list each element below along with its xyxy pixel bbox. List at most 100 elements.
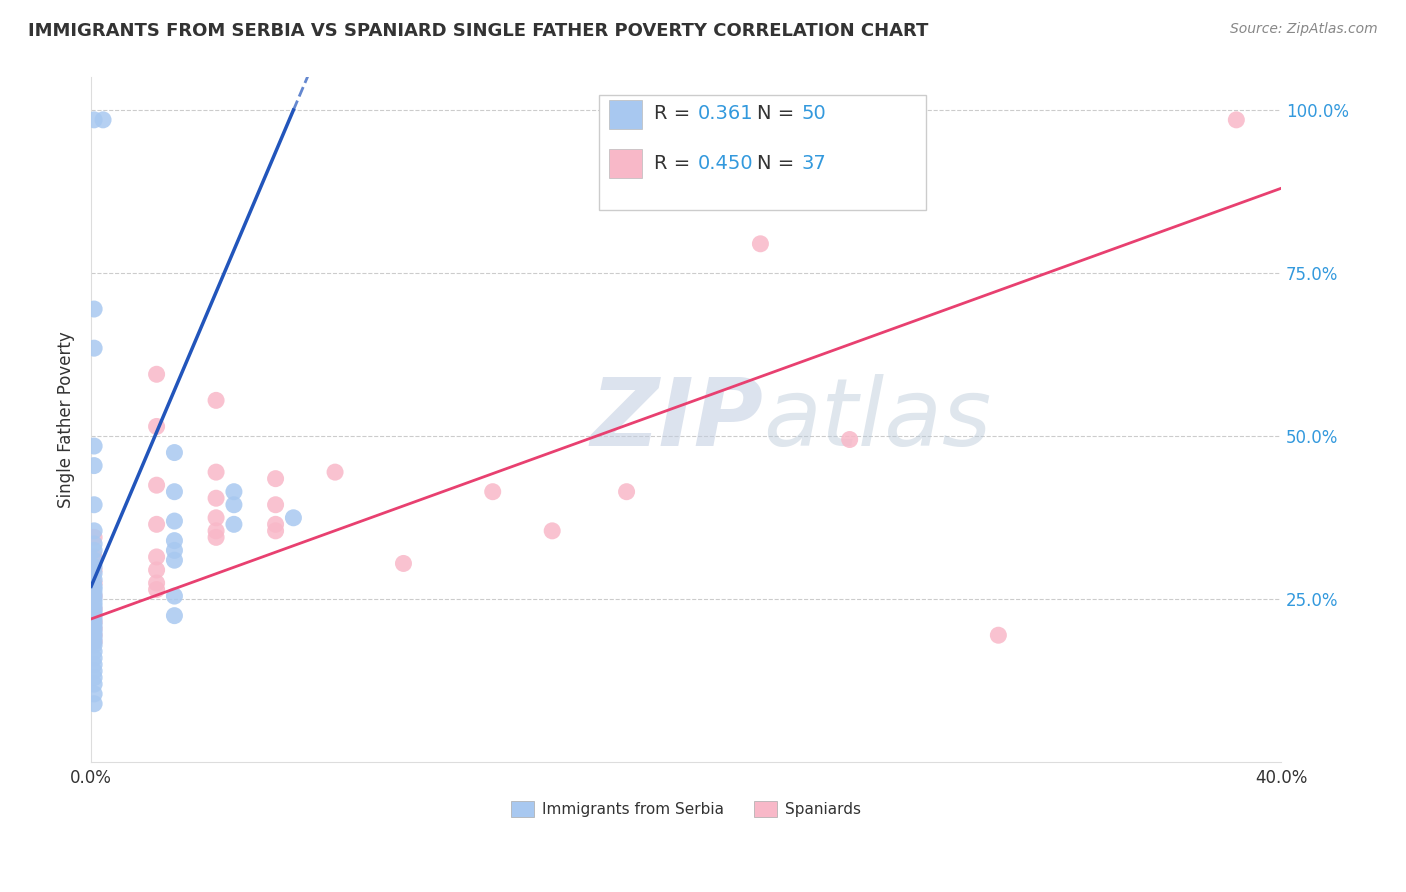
Point	[145, 478, 167, 492]
Point	[163, 553, 186, 567]
Text: 50: 50	[801, 104, 827, 123]
Point	[145, 517, 167, 532]
Text: Source: ZipAtlas.com: Source: ZipAtlas.com	[1230, 22, 1378, 37]
Point	[205, 465, 228, 479]
Point	[83, 603, 105, 617]
Point	[83, 657, 105, 672]
Point	[616, 484, 638, 499]
Point	[83, 530, 105, 544]
Text: 37: 37	[801, 153, 827, 172]
Point	[83, 591, 105, 605]
Point	[83, 563, 105, 577]
Point	[1225, 112, 1247, 127]
Point	[392, 557, 415, 571]
Point	[83, 498, 105, 512]
Point	[749, 236, 772, 251]
Point	[83, 549, 105, 564]
Point	[83, 599, 105, 613]
Text: atlas: atlas	[763, 375, 991, 466]
Point	[163, 589, 186, 603]
Text: N =: N =	[758, 153, 801, 172]
Point	[83, 587, 105, 601]
Point	[205, 491, 228, 506]
Y-axis label: Single Father Poverty: Single Father Poverty	[58, 332, 75, 508]
Point	[83, 615, 105, 630]
Point	[145, 368, 167, 382]
Point	[83, 618, 105, 632]
Point	[264, 524, 287, 538]
Point	[83, 341, 105, 355]
Point	[83, 112, 105, 127]
Point	[83, 553, 105, 567]
Text: N =: N =	[758, 104, 801, 123]
Point	[163, 484, 186, 499]
Point	[83, 573, 105, 587]
Point	[264, 498, 287, 512]
Point	[83, 622, 105, 636]
Point	[205, 524, 228, 538]
Point	[83, 651, 105, 665]
Point	[145, 582, 167, 597]
Point	[83, 687, 105, 701]
Point	[83, 634, 105, 648]
Point	[83, 610, 105, 624]
Point	[83, 697, 105, 711]
Point	[323, 465, 346, 479]
Point	[83, 644, 105, 658]
Point	[264, 472, 287, 486]
Point	[83, 602, 105, 616]
Point	[145, 549, 167, 564]
Point	[283, 510, 305, 524]
Point	[83, 630, 105, 644]
Point	[163, 608, 186, 623]
Point	[83, 626, 105, 640]
Point	[83, 671, 105, 685]
Point	[838, 433, 860, 447]
Point	[481, 484, 503, 499]
Point	[145, 419, 167, 434]
Point	[222, 484, 245, 499]
Point	[163, 543, 186, 558]
Point	[987, 628, 1010, 642]
Text: 0.361: 0.361	[697, 104, 754, 123]
Point	[83, 628, 105, 642]
Point	[264, 517, 287, 532]
Point	[83, 579, 105, 593]
Point	[83, 595, 105, 609]
Point	[205, 510, 228, 524]
Point	[83, 537, 105, 551]
Point	[83, 559, 105, 574]
Point	[222, 517, 245, 532]
Text: R =: R =	[654, 104, 696, 123]
Point	[205, 530, 228, 544]
Text: 0.450: 0.450	[697, 153, 754, 172]
Text: ZIP: ZIP	[591, 374, 763, 466]
Point	[83, 301, 105, 316]
Legend: Immigrants from Serbia, Spaniards: Immigrants from Serbia, Spaniards	[505, 795, 868, 823]
Point	[83, 664, 105, 678]
Point	[205, 393, 228, 408]
FancyBboxPatch shape	[609, 149, 643, 178]
Point	[83, 524, 105, 538]
Point	[163, 445, 186, 459]
Point	[83, 576, 105, 591]
Point	[83, 458, 105, 473]
FancyBboxPatch shape	[599, 95, 927, 211]
Point	[83, 439, 105, 453]
Point	[145, 576, 167, 591]
Point	[83, 615, 105, 629]
Point	[83, 566, 105, 581]
Point	[83, 589, 105, 603]
Point	[83, 543, 105, 558]
Text: R =: R =	[654, 153, 696, 172]
Point	[163, 533, 186, 548]
Point	[145, 563, 167, 577]
Point	[222, 498, 245, 512]
Point	[83, 623, 105, 637]
Point	[83, 634, 105, 648]
FancyBboxPatch shape	[609, 100, 643, 128]
Point	[83, 607, 105, 621]
Point	[91, 112, 114, 127]
Point	[83, 638, 105, 652]
Point	[83, 582, 105, 597]
